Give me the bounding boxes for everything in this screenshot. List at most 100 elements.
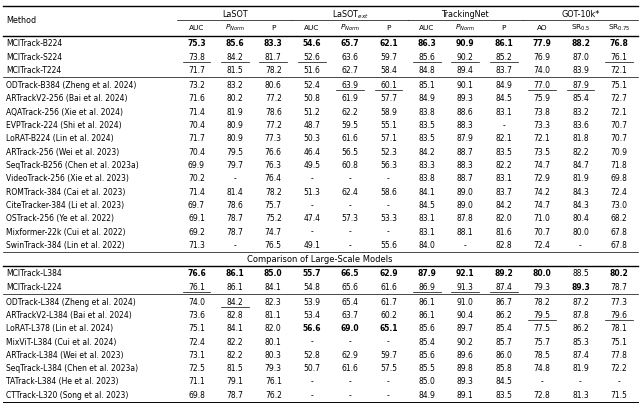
Text: 58.9: 58.9 (380, 108, 397, 117)
Text: 72.8: 72.8 (534, 391, 550, 400)
Text: 86.0: 86.0 (495, 351, 512, 360)
Text: 78.7: 78.7 (611, 283, 627, 292)
Text: -: - (464, 241, 467, 250)
Text: ODTrack-L384 (Zheng et al. 2024): ODTrack-L384 (Zheng et al. 2024) (6, 298, 136, 307)
Text: 88.5: 88.5 (572, 269, 589, 278)
Text: 85.0: 85.0 (419, 377, 435, 387)
Text: SeqTrack-L384 (Chen et al. 2023a): SeqTrack-L384 (Chen et al. 2023a) (6, 364, 138, 373)
Text: 89.0: 89.0 (457, 187, 474, 197)
Text: 75.1: 75.1 (611, 337, 627, 347)
Text: ARTrack-256 (Wei et al. 2023): ARTrack-256 (Wei et al. 2023) (6, 148, 119, 157)
Text: 81.9: 81.9 (227, 108, 243, 117)
Text: 90.4: 90.4 (457, 311, 474, 320)
Text: 58.4: 58.4 (380, 66, 397, 75)
Text: 76.1: 76.1 (265, 377, 282, 387)
Text: SR$_{0.5}$: SR$_{0.5}$ (571, 23, 590, 34)
Text: 87.9: 87.9 (457, 135, 474, 143)
Text: 83.5: 83.5 (419, 121, 435, 130)
Text: SR$_{0.75}$: SR$_{0.75}$ (608, 23, 630, 34)
Text: 85.3: 85.3 (572, 337, 589, 347)
Text: -: - (349, 337, 351, 347)
Text: 80.2: 80.2 (609, 269, 628, 278)
Text: 46.4: 46.4 (303, 148, 320, 157)
Text: 69.8: 69.8 (188, 391, 205, 400)
Text: 79.5: 79.5 (534, 311, 550, 320)
Text: 53.9: 53.9 (303, 298, 320, 307)
Text: 50.3: 50.3 (303, 135, 320, 143)
Text: 83.5: 83.5 (419, 135, 435, 143)
Text: 71.5: 71.5 (611, 391, 627, 400)
Text: 78.7: 78.7 (227, 214, 243, 223)
Text: 87.8: 87.8 (572, 311, 589, 320)
Text: 86.3: 86.3 (417, 40, 436, 48)
Text: 69.1: 69.1 (188, 214, 205, 223)
Text: 86.1: 86.1 (225, 269, 244, 278)
Text: 63.9: 63.9 (342, 81, 358, 90)
Text: 89.3: 89.3 (571, 283, 590, 292)
Text: 84.3: 84.3 (572, 187, 589, 197)
Text: 69.0: 69.0 (340, 324, 360, 333)
Text: 74.0: 74.0 (534, 66, 550, 75)
Text: 75.1: 75.1 (188, 324, 205, 333)
Text: 51.2: 51.2 (303, 108, 320, 117)
Text: -: - (502, 121, 505, 130)
Text: MCITrack-T224: MCITrack-T224 (6, 66, 61, 75)
Text: 71.7: 71.7 (188, 66, 205, 75)
Text: MCITrack-L384: MCITrack-L384 (6, 269, 61, 278)
Text: 84.5: 84.5 (495, 377, 512, 387)
Text: 69.8: 69.8 (611, 174, 627, 183)
Text: 83.2: 83.2 (572, 108, 589, 117)
Text: 47.4: 47.4 (303, 214, 320, 223)
Text: AUC: AUC (419, 25, 435, 32)
Text: 78.6: 78.6 (265, 108, 282, 117)
Text: 83.5: 83.5 (495, 391, 512, 400)
Text: 74.7: 74.7 (534, 161, 550, 170)
Text: -: - (310, 227, 313, 237)
Text: 81.4: 81.4 (227, 187, 243, 197)
Text: 53.3: 53.3 (380, 214, 397, 223)
Text: AO: AO (537, 25, 547, 32)
Text: 76.8: 76.8 (609, 40, 628, 48)
Text: 84.1: 84.1 (227, 324, 243, 333)
Text: 78.5: 78.5 (534, 351, 550, 360)
Text: 84.9: 84.9 (419, 391, 435, 400)
Text: 75.1: 75.1 (611, 81, 627, 90)
Text: Mixformer-22k (Cui et al. 2022): Mixformer-22k (Cui et al. 2022) (6, 227, 125, 237)
Text: 80.1: 80.1 (265, 337, 282, 347)
Text: 88.7: 88.7 (457, 174, 474, 183)
Text: SwinTrack-384 (Lin et al. 2022): SwinTrack-384 (Lin et al. 2022) (6, 241, 124, 250)
Text: 80.6: 80.6 (265, 81, 282, 90)
Text: 80.0: 80.0 (572, 227, 589, 237)
Text: P$_{Norm}$: P$_{Norm}$ (455, 23, 476, 34)
Text: 82.8: 82.8 (227, 311, 243, 320)
Text: 83.2: 83.2 (227, 81, 243, 90)
Text: 77.3: 77.3 (265, 135, 282, 143)
Text: 85.8: 85.8 (495, 364, 512, 373)
Text: OSTrack-256 (Ye et al. 2022): OSTrack-256 (Ye et al. 2022) (6, 214, 114, 223)
Text: 62.4: 62.4 (342, 187, 358, 197)
Text: 90.2: 90.2 (457, 53, 474, 62)
Text: 70.7: 70.7 (611, 121, 627, 130)
Text: 57.3: 57.3 (342, 214, 358, 223)
Text: P: P (271, 25, 276, 32)
Text: 81.9: 81.9 (572, 364, 589, 373)
Text: CiteTracker-384 (Li et al. 2023): CiteTracker-384 (Li et al. 2023) (6, 201, 124, 210)
Text: 74.2: 74.2 (534, 187, 550, 197)
Text: -: - (387, 227, 390, 237)
Text: 71.3: 71.3 (188, 241, 205, 250)
Text: 82.2: 82.2 (227, 351, 243, 360)
Text: 73.0: 73.0 (611, 201, 627, 210)
Text: 82.2: 82.2 (572, 148, 589, 157)
Text: 71.6: 71.6 (188, 95, 205, 103)
Text: GOT-10k*: GOT-10k* (561, 10, 600, 19)
Text: 72.4: 72.4 (611, 187, 627, 197)
Text: 83.1: 83.1 (495, 174, 512, 183)
Text: 78.2: 78.2 (265, 187, 282, 197)
Text: 88.3: 88.3 (457, 161, 474, 170)
Text: 69.7: 69.7 (188, 201, 205, 210)
Text: 71.4: 71.4 (188, 108, 205, 117)
Text: 79.3: 79.3 (265, 364, 282, 373)
Text: -: - (541, 377, 543, 387)
Text: 84.2: 84.2 (227, 298, 243, 307)
Text: 85.0: 85.0 (264, 269, 283, 278)
